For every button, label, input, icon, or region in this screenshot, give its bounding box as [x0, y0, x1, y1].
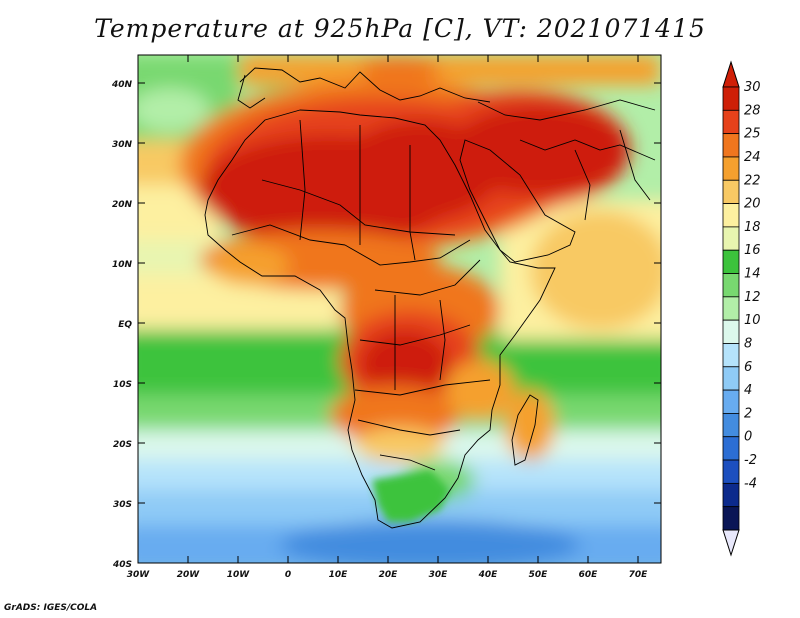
colorbar-label: 10: [744, 313, 761, 328]
colorbar-segment: [722, 343, 740, 368]
coastlines: [204, 67, 656, 529]
lat-label: 30N: [112, 140, 133, 150]
lon-label: 10E: [329, 570, 349, 580]
colorbar-segment: [722, 413, 740, 438]
colorbar-label: 20: [744, 197, 761, 212]
colorbar-segment: [722, 109, 740, 135]
colorbar-over-triangle: [722, 60, 740, 88]
lon-label: 50E: [529, 570, 549, 580]
colorbar-segments: [722, 86, 740, 531]
colorbar-segment: [722, 366, 740, 391]
colorbar-under-triangle: [722, 529, 740, 557]
colorbar-label: 0: [744, 430, 752, 445]
colorbar-label: 14: [744, 267, 761, 282]
colorbar-segment: [722, 436, 740, 461]
lat-label: EQ: [118, 320, 132, 330]
lon-label: 30W: [127, 570, 151, 580]
colorbar-segment: [722, 249, 740, 274]
colorbar-segment: [722, 389, 740, 414]
colorbar-label: 12: [744, 290, 761, 305]
lat-label: 20N: [112, 200, 133, 210]
colorbar-segment: [722, 156, 740, 181]
temperature-field: [138, 55, 661, 563]
lon-label: 20W: [177, 570, 201, 580]
colorbar-label: 2: [744, 406, 752, 421]
colorbar-segment: [722, 179, 740, 204]
longitude-axis: 30W 20W 10W 0 10E 20E 30E 40E 50E 60E 70…: [127, 55, 648, 580]
colorbar-label: 6: [744, 360, 752, 375]
colorbar-segment: [722, 459, 740, 484]
lat-label: 30S: [113, 500, 132, 510]
colorbar-segment: [722, 133, 740, 158]
lon-label: 70E: [629, 570, 649, 580]
lat-label: 40N: [111, 80, 133, 90]
lat-label: 40S: [112, 560, 132, 570]
footer-credit: GrADS: IGES/COLA: [4, 603, 98, 613]
lon-label: 0: [285, 570, 291, 580]
lat-label: 10S: [113, 380, 132, 390]
colorbar-segment: [722, 273, 740, 298]
colorbar-label: -4: [744, 476, 757, 491]
colorbar-segment: [722, 226, 740, 251]
colorbar-segment: [722, 506, 740, 531]
colorbar-label: 30: [744, 80, 761, 95]
latitude-axis: 40N 30N 20N 10N EQ 10S 20S 30S 40S: [111, 80, 661, 570]
lon-label: 40E: [478, 570, 499, 580]
colorbar-segment: [722, 319, 740, 344]
colorbar-label: 28: [744, 103, 761, 118]
colorbar-segment: [722, 86, 740, 111]
colorbar-segment: [722, 482, 740, 508]
plot-frame: [137, 54, 662, 564]
colorbar-label: 25: [744, 127, 761, 142]
lat-label: 10N: [112, 260, 133, 270]
colorbar-label: 16: [744, 243, 761, 258]
lon-label: 20E: [379, 570, 399, 580]
map-title: Temperature at 925hPa [C], VT: 202107141…: [94, 14, 706, 43]
lon-label: 60E: [579, 570, 599, 580]
colorbar-segment: [722, 203, 740, 228]
colorbar-label: 18: [744, 220, 761, 235]
lon-label: 30E: [429, 570, 449, 580]
lon-label: 10W: [227, 570, 251, 580]
colorbar-segment: [722, 296, 740, 321]
colorbar-label: 24: [744, 150, 761, 165]
colorbar-label: 8: [744, 336, 752, 351]
colorbar-label: -2: [744, 453, 757, 468]
colorbar-label: 4: [744, 383, 752, 398]
colorbar-label: 22: [744, 173, 761, 188]
lat-label: 20S: [113, 440, 132, 450]
